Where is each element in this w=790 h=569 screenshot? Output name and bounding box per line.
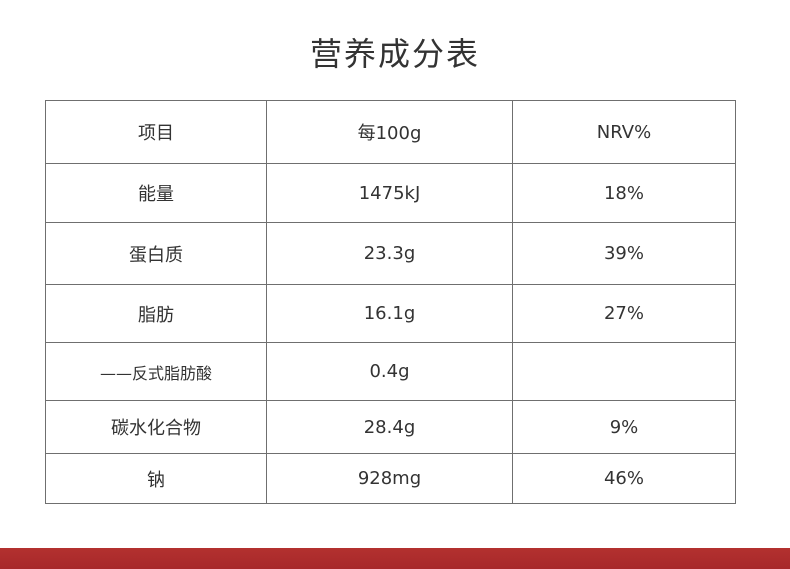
nrv-cell: 27% [512,284,736,343]
page-title: 营养成分表 [309,35,480,73]
per100g-cell: 28.4g [266,400,513,454]
table-row: 蛋白质 23.3g 39% [45,222,736,285]
nrv-cell: 9% [512,400,736,454]
column-header-per100g: 每100g [266,100,513,164]
per100g-cell: 0.4g [266,342,513,401]
nrv-cell [512,342,736,401]
per100g-cell: 1475kJ [266,163,513,223]
table-row: 能量 1475kJ 18% [45,163,736,223]
table-row: 碳水化合物 28.4g 9% [45,400,736,454]
nutrition-table: 项目 每100g NRV% 能量 1475kJ 18% 蛋白质 23.3g 39… [45,100,736,504]
nrv-cell: 18% [512,163,736,223]
table-row: 脂肪 16.1g 27% [45,284,736,343]
item-cell: 碳水化合物 [45,400,267,454]
nrv-cell: 46% [512,453,736,504]
table-row: ——反式脂肪酸 0.4g [45,342,736,401]
per100g-cell: 23.3g [266,222,513,285]
table-row: 钠 928mg 46% [45,453,736,504]
column-header-nrv: NRV% [512,100,736,164]
item-cell: 蛋白质 [45,222,267,285]
nrv-cell: 39% [512,222,736,285]
per100g-cell: 16.1g [266,284,513,343]
per100g-cell: 928mg [266,453,513,504]
column-header-item: 项目 [45,100,267,164]
item-cell: 脂肪 [45,284,267,343]
table-header-row: 项目 每100g NRV% [45,100,736,164]
item-cell: 钠 [45,453,267,504]
bottom-decorative-band [0,548,790,569]
item-cell: 能量 [45,163,267,223]
item-cell: ——反式脂肪酸 [45,342,267,401]
